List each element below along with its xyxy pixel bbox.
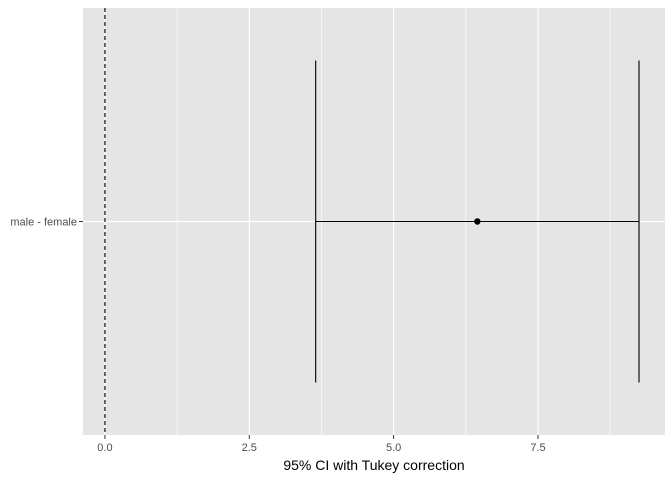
estimate-point bbox=[474, 218, 481, 225]
x-tick-label: 2.5 bbox=[242, 442, 257, 454]
x-tick-label: 0.0 bbox=[97, 442, 112, 454]
y-tick-label: male - female bbox=[10, 217, 77, 229]
confidence-intervals bbox=[315, 60, 640, 383]
x-tick-label: 7.5 bbox=[530, 442, 545, 454]
y-axis-ticks: male - female bbox=[10, 217, 83, 229]
x-tick-label: 5.0 bbox=[386, 442, 401, 454]
x-axis-ticks: 0.0 2.5 5.0 7.5 bbox=[97, 435, 546, 454]
x-axis-title: 95% CI with Tukey correction bbox=[283, 457, 464, 473]
